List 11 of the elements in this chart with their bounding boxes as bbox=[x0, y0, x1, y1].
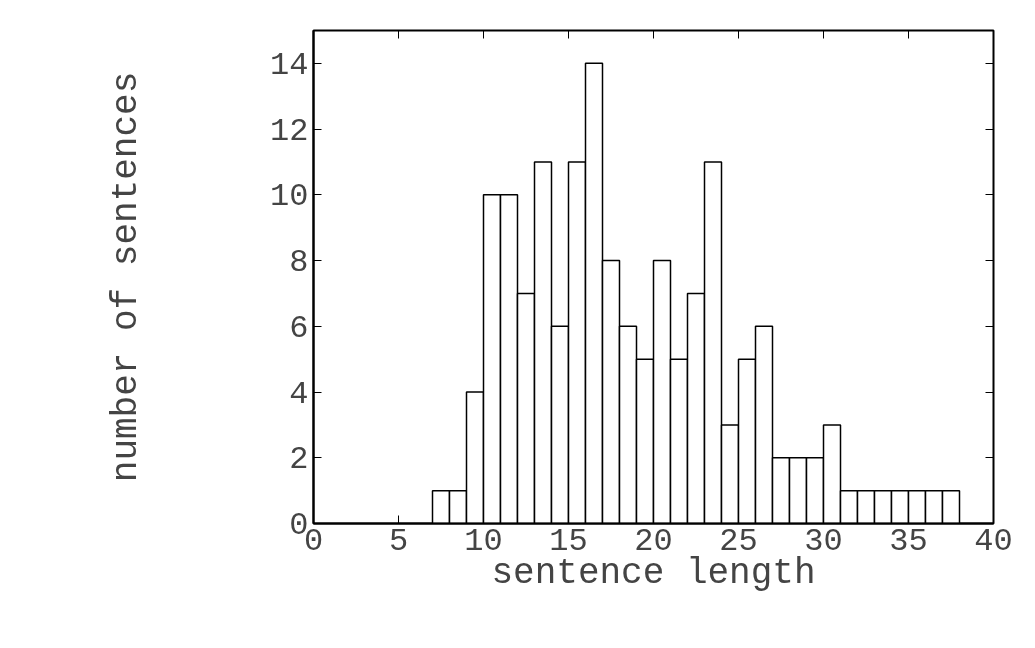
x-tick-label: 40 bbox=[974, 522, 1013, 560]
y-tick-label: 14 bbox=[270, 46, 309, 84]
y-tick-label: 8 bbox=[289, 244, 309, 282]
y-tick-label: 4 bbox=[289, 375, 309, 413]
y-tick-label: 12 bbox=[270, 112, 309, 150]
x-tick-label: 35 bbox=[889, 522, 928, 560]
x-tick-label: 5 bbox=[388, 522, 409, 560]
y-tick-label: 6 bbox=[289, 309, 309, 347]
y-tick-label: 2 bbox=[289, 441, 309, 479]
y-axis-title: number of sentences bbox=[106, 71, 148, 483]
y-tick-label: 10 bbox=[270, 178, 309, 216]
